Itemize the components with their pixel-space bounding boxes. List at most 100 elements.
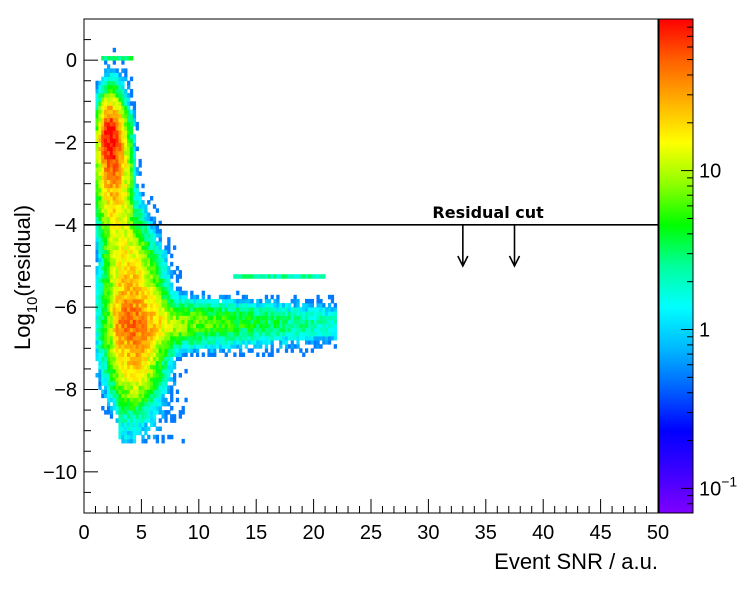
heatmap-cell <box>135 171 139 176</box>
heatmap-cell <box>150 340 154 345</box>
heatmap-cell <box>127 335 131 341</box>
heatmap-cell <box>129 422 134 427</box>
heatmap-cell <box>230 303 234 308</box>
heatmap-cell <box>190 311 194 316</box>
heatmap-cell <box>250 331 254 337</box>
heatmap-cell <box>95 175 99 180</box>
heatmap-cell <box>129 121 134 127</box>
heatmap-cell <box>244 307 248 312</box>
heatmap-cell <box>310 307 314 312</box>
heatmap-cell <box>330 294 335 300</box>
heatmap-cell <box>112 298 116 304</box>
heatmap-cell <box>121 290 125 296</box>
heatmap-cell <box>98 208 102 213</box>
heatmap-cell <box>310 298 314 304</box>
heatmap-cell <box>279 315 283 320</box>
heatmap-cell <box>138 245 142 250</box>
heatmap-cell <box>129 261 134 267</box>
heatmap-cell <box>124 294 128 300</box>
heatmap-cell <box>282 335 286 341</box>
heatmap-cell <box>109 278 114 283</box>
heatmap-cell <box>230 335 234 341</box>
heatmap-cell <box>181 410 185 415</box>
heatmap-cell <box>302 331 306 337</box>
heatmap-cell <box>124 397 128 403</box>
heatmap-cell <box>98 142 102 148</box>
heatmap-cell <box>115 319 119 325</box>
heatmap-cell <box>284 340 289 345</box>
heatmap-cell <box>247 323 251 329</box>
heatmap-cell <box>118 121 122 127</box>
heatmap-cell <box>167 294 171 300</box>
heatmap-cell <box>233 331 237 337</box>
heatmap-cell <box>158 257 162 263</box>
heatmap-cell <box>167 434 171 440</box>
heatmap-cell <box>178 414 182 419</box>
heatmap-cell <box>112 167 116 172</box>
heatmap-cell <box>109 311 114 316</box>
heatmap-cell <box>106 397 111 403</box>
heatmap-cell <box>109 364 114 370</box>
heatmap-cell <box>155 323 160 329</box>
heatmap-cell <box>155 307 160 312</box>
heatmap-cell <box>115 142 119 148</box>
heatmap-cell <box>121 311 125 316</box>
heatmap-cell <box>109 146 114 152</box>
heatmap-cell <box>216 323 220 329</box>
heatmap-cell <box>170 331 174 337</box>
heatmap-cell <box>150 253 154 259</box>
heatmap-cell <box>115 175 119 180</box>
heatmap-cell <box>101 298 105 304</box>
heatmap-cell <box>141 245 145 250</box>
heatmap-cell <box>330 335 335 341</box>
heatmap-cell <box>112 72 116 78</box>
heatmap-cell <box>121 360 125 366</box>
heatmap-cell <box>325 323 329 329</box>
heatmap-cell <box>121 389 125 395</box>
heatmap-cell <box>106 175 111 180</box>
heatmap-cell <box>129 220 134 226</box>
heatmap-cell <box>170 298 174 304</box>
heatmap-cell <box>304 315 309 320</box>
heatmap-cell <box>322 335 326 341</box>
heatmap-cell <box>290 340 294 345</box>
heatmap-cell <box>253 335 257 341</box>
heatmap-cell <box>175 344 180 349</box>
heatmap-cell <box>175 278 180 283</box>
heatmap-cell <box>195 298 200 304</box>
heatmap-cell <box>121 418 125 423</box>
heatmap-cell <box>121 344 125 349</box>
heatmap-cell <box>327 307 332 312</box>
heatmap-cell <box>127 381 131 386</box>
heatmap-cell <box>135 245 139 250</box>
heatmap-cell <box>118 278 122 283</box>
heatmap-cell <box>112 278 116 283</box>
heatmap-cell <box>104 56 108 61</box>
heatmap-cell <box>112 241 116 246</box>
heatmap-cell <box>178 335 182 341</box>
heatmap-cell <box>158 385 162 390</box>
heatmap-cell <box>316 274 320 279</box>
heatmap-cell <box>106 80 111 86</box>
heatmap-cell <box>104 105 108 110</box>
heatmap-cell <box>147 410 151 415</box>
heatmap-cell <box>155 426 160 432</box>
heatmap-cell <box>127 93 131 98</box>
heatmap-cell <box>104 241 108 246</box>
heatmap-cell <box>135 191 139 197</box>
heatmap-cell <box>299 327 303 333</box>
heatmap-cell <box>319 274 323 279</box>
heatmap-cell <box>112 138 116 143</box>
x-tick-label: 10 <box>188 522 210 544</box>
heatmap-cell <box>141 274 145 279</box>
heatmap-cell <box>161 356 165 362</box>
heatmap-cell <box>129 315 134 320</box>
heatmap-cell <box>127 183 131 189</box>
heatmap-cell <box>164 311 168 316</box>
heatmap-cell <box>204 344 208 349</box>
heatmap-cell <box>115 150 119 156</box>
heatmap-cell <box>141 253 145 259</box>
heatmap-cell <box>101 150 105 156</box>
heatmap-cell <box>152 282 157 287</box>
heatmap-cell <box>127 290 131 296</box>
